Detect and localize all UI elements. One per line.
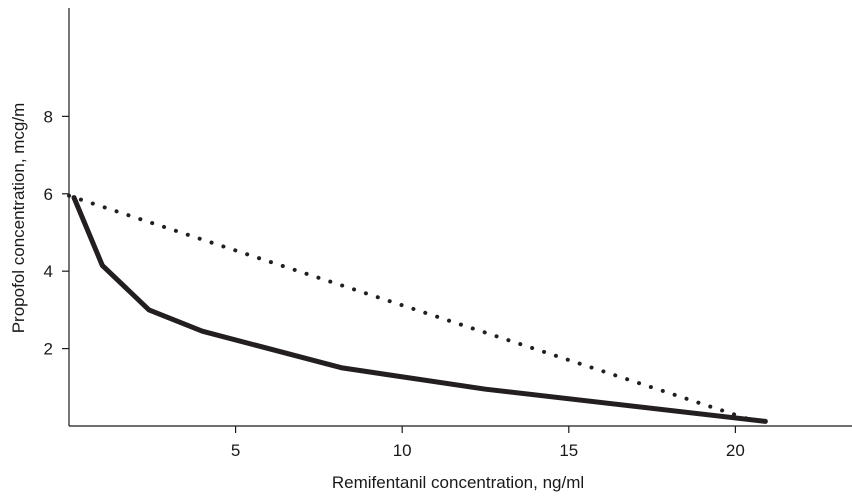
tick-group: 5 10 15 20 2 4 6 8 (44, 107, 745, 460)
y-axis-title: Propofol concentration, mcg/m (9, 103, 28, 334)
y-tick-label: 6 (44, 185, 53, 204)
y-tick-label: 4 (44, 262, 53, 281)
y-tick-label: 2 (44, 340, 53, 359)
x-tick-label: 5 (231, 441, 240, 460)
x-axis-title: Remifentanil concentration, ng/ml (332, 473, 584, 492)
x-tick-label: 15 (559, 441, 578, 460)
series-dotted-line (67, 193, 758, 424)
y-tick-label: 8 (44, 107, 53, 126)
series-group (67, 193, 768, 424)
x-tick-label: 20 (726, 441, 745, 460)
series-solid-line (71, 195, 768, 424)
x-tick-label: 10 (393, 441, 412, 460)
